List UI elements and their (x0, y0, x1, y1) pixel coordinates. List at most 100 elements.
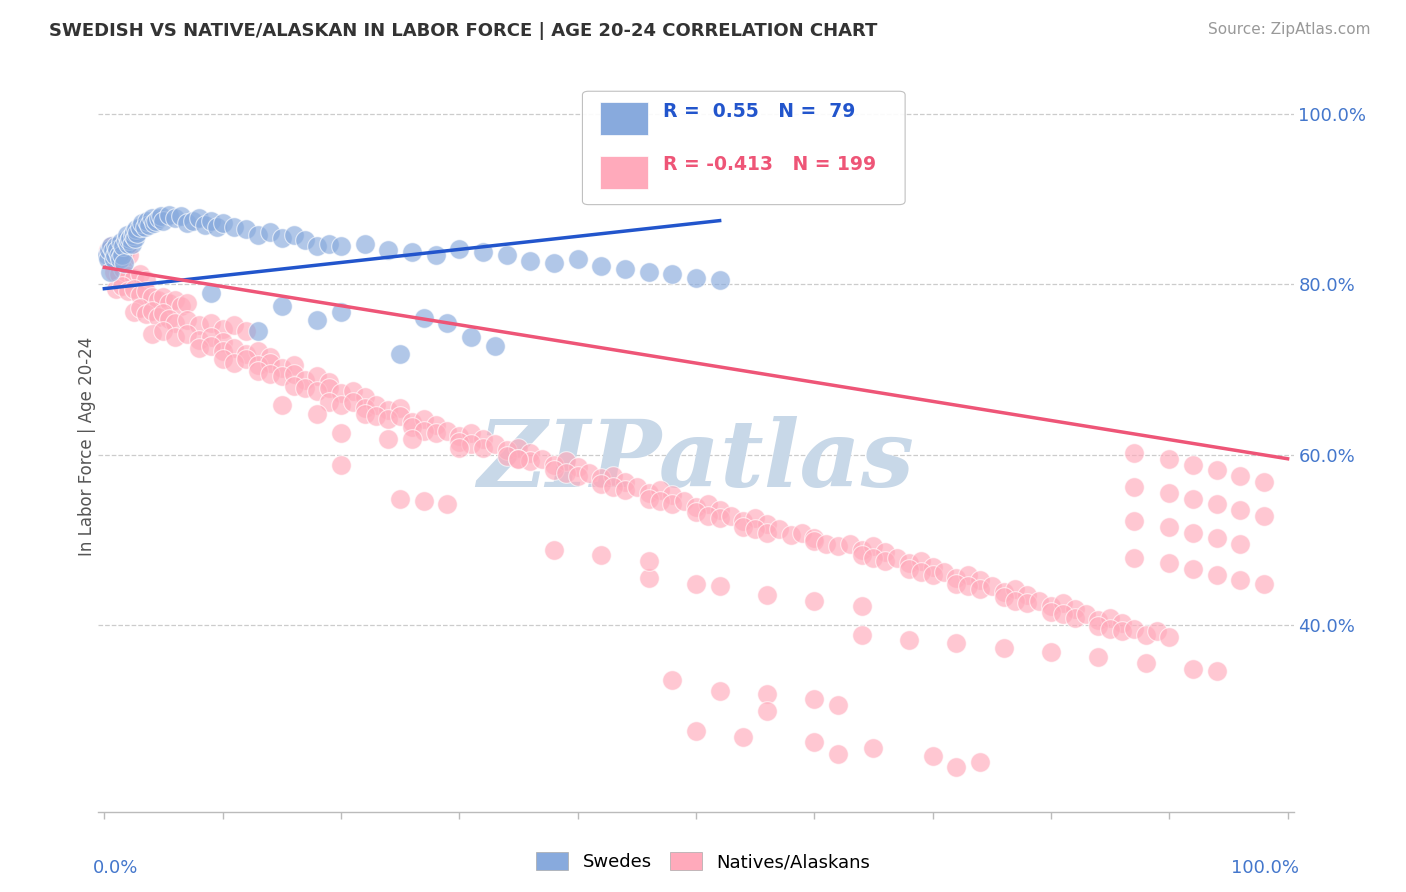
Point (111, 279, 134, 293)
Point (531, 451, 554, 466)
Point (104, 247, 127, 261)
Point (111, 250, 134, 264)
Point (696, 497, 718, 511)
Point (157, 312, 180, 326)
Point (614, 483, 637, 498)
Point (696, 508, 718, 523)
Point (98, 244, 121, 258)
Point (138, 218, 160, 232)
Point (449, 429, 471, 443)
Point (1253, 508, 1275, 523)
Point (851, 599, 873, 613)
Point (259, 225, 281, 239)
Point (97, 244, 120, 258)
Text: R = -0.413   N = 199: R = -0.413 N = 199 (662, 155, 876, 174)
Point (96, 247, 118, 261)
Point (661, 488, 683, 502)
Point (720, 508, 742, 523)
Point (1063, 602, 1085, 616)
Point (969, 574, 991, 588)
Point (567, 468, 589, 483)
Point (733, 520, 755, 534)
Point (211, 352, 233, 367)
Point (105, 282, 128, 296)
Point (128, 301, 150, 316)
Point (100, 239, 122, 253)
Point (127, 227, 149, 241)
Point (1229, 574, 1251, 588)
Point (330, 239, 353, 253)
Point (1181, 662, 1204, 676)
Point (157, 296, 180, 310)
Point (957, 579, 980, 593)
Point (114, 233, 136, 247)
Point (117, 236, 139, 251)
Point (449, 434, 471, 449)
Point (122, 282, 145, 296)
Point (709, 511, 731, 525)
Point (330, 398, 353, 412)
FancyBboxPatch shape (600, 103, 648, 136)
Point (425, 426, 447, 441)
Point (247, 228, 270, 243)
Point (673, 494, 696, 508)
Point (637, 485, 659, 500)
Point (626, 480, 648, 494)
Point (650, 483, 672, 498)
Point (1122, 622, 1144, 636)
Point (148, 211, 170, 225)
Point (294, 233, 316, 247)
Point (1052, 596, 1074, 610)
Point (508, 441, 530, 455)
Point (211, 343, 233, 358)
Point (1159, 557, 1181, 571)
Point (270, 299, 292, 313)
Point (283, 367, 305, 381)
Point (98, 265, 121, 279)
Point (165, 293, 187, 307)
Point (100, 239, 122, 253)
Point (449, 242, 471, 256)
Point (449, 441, 471, 455)
Point (103, 265, 125, 279)
Point (141, 326, 163, 341)
Point (353, 390, 375, 404)
Point (744, 522, 766, 536)
Point (188, 318, 211, 333)
Point (307, 239, 329, 253)
Point (342, 394, 364, 409)
Point (128, 287, 150, 301)
Point (235, 352, 257, 367)
Point (270, 230, 292, 244)
Point (122, 304, 145, 318)
Point (224, 356, 246, 370)
Text: Source: ZipAtlas.com: Source: ZipAtlas.com (1208, 22, 1371, 37)
Point (543, 256, 565, 270)
Point (389, 491, 412, 506)
Point (733, 730, 755, 744)
Point (318, 394, 340, 409)
Point (377, 411, 399, 425)
Point (247, 324, 270, 338)
Point (685, 270, 707, 285)
Point (141, 211, 163, 225)
Point (146, 310, 169, 324)
Point (614, 475, 637, 489)
Point (200, 285, 222, 300)
Point (283, 228, 305, 243)
Point (969, 582, 991, 596)
Point (211, 335, 233, 350)
Point (247, 343, 270, 358)
Point (519, 253, 541, 268)
Point (146, 293, 169, 307)
Point (1205, 568, 1227, 582)
Point (134, 219, 156, 234)
Point (128, 267, 150, 281)
Point (1253, 475, 1275, 489)
Point (152, 290, 174, 304)
Point (122, 225, 145, 239)
Point (377, 432, 399, 446)
Point (993, 591, 1015, 605)
Point (1205, 497, 1227, 511)
Point (104, 245, 127, 260)
